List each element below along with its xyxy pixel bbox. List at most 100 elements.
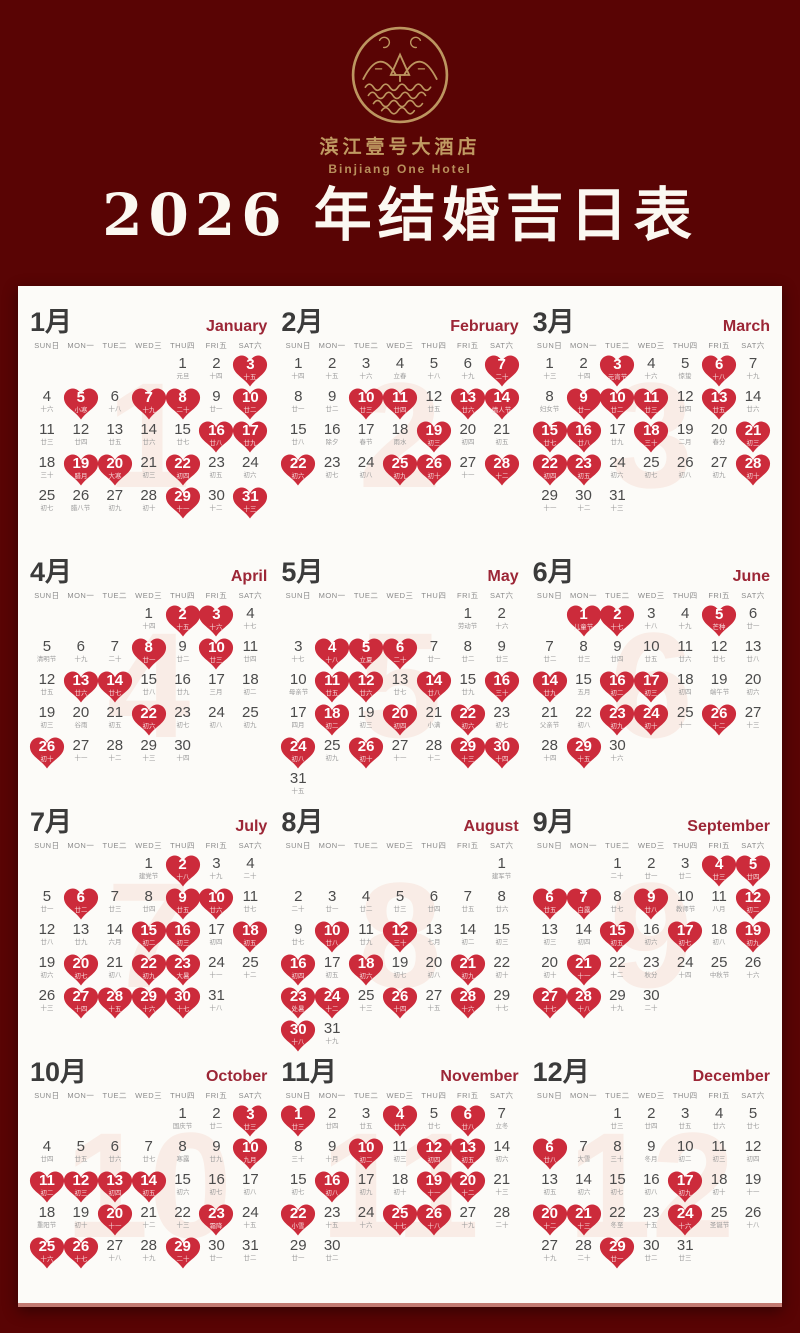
day-cell: 30 廿二 [634,1236,668,1269]
auspicious-day-cell: 2 十八 [165,854,200,887]
auspicious-day-cell: 24 初八 [281,736,316,769]
month-header: 12月 December [533,1050,770,1086]
auspicious-day-cell: 5 芒种 [702,604,737,637]
day-cell: 3 十七 [281,637,315,670]
day-number: 6 [545,1139,554,1156]
day-cell: 23 十五 [634,1203,668,1236]
day-number: 10 [242,1139,259,1156]
day-cell: 19 初三 [349,703,383,736]
auspicious-day-cell: 16 初八 [315,1170,350,1203]
month-header: 3月 March [533,300,770,336]
lunar-label: 廿八 [142,689,156,696]
day-number: 24 [676,954,694,971]
day-cell: 5 清明节 [30,637,64,670]
auspicious-day-cell: 25 十七 [382,1203,418,1236]
auspicious-day-cell: 16 廿八 [566,420,601,453]
month-april: 4 4月 April SUN日 MON一 TUE二 WED三 THU四 FRI五 SAT六 1 十四 2… [29,550,267,800]
lunar-label: 廿六 [712,1123,726,1130]
lunar-label: 初四 [291,973,305,980]
day-cell: 11 初三 [383,1137,417,1170]
lunar-label: 十五 [243,374,257,381]
month-name-en: October [205,1067,268,1085]
day-number: 2 [613,606,622,623]
heart-icon [416,1171,451,1202]
day-cell: 12 廿八 [30,920,64,953]
day-cell: 17 初五 [315,953,349,986]
day-cell: 4 廿二 [349,887,383,920]
lunar-label: 立夏 [359,657,373,664]
lunar-label: 廿二 [74,907,88,914]
day-number: 20 [106,455,124,472]
heart-icon [165,921,200,952]
lunar-label: 十五 [108,1006,122,1013]
day-cell: 4 廿六 [702,1104,736,1137]
day-cell: 20 初六 [736,670,770,703]
auspicious-day-cell: 14 廿七 [97,670,132,703]
day-number: 6 [545,889,554,906]
day-cell: 21 十二 [132,1203,166,1236]
heart-icon [600,921,635,952]
weekday-label: TUE二 [353,341,379,350]
lunar-label: 廿九 [543,690,557,697]
lunar-label: 初八 [577,722,590,729]
lunar-label: 十五 [291,788,305,795]
days-grid: 1 廿三 2 廿四 3 廿五 4 廿六 5 廿七 6 廿八 7 大雪 8 三十 9 冬月 10 初二 11 初三 12 初四 1… [532,1104,770,1269]
day-cell: 18 初八 [702,920,736,953]
auspicious-day-cell: 21 十一 [566,953,601,986]
day-cell: 9 廿三 [485,637,519,670]
day-number: 26 [38,987,56,1004]
weekday-row: SUN日 MON一 TUE二 WED三 THU四 FRI五 SAT六 [30,1090,267,1101]
day-number: 15 [174,421,191,438]
heart-icon [735,421,771,452]
day-cell: 7 立冬 [485,1104,519,1137]
weekday-label: MON一 [318,591,346,600]
day-number: 9 [212,1138,221,1155]
day-cell: 29 十三 [132,736,166,769]
lunar-label: 十九 [325,1038,339,1045]
auspicious-day-cell: 23 大暑 [165,953,200,986]
day-number: 20 [72,704,90,721]
heart-icon [131,921,166,952]
day-number: 23 [642,954,660,971]
day-number: 16 [323,1172,341,1189]
day-cell: 1 建军节 [485,854,519,887]
lunar-label: 初四 [461,439,475,446]
month-name-cn: 1月 [30,307,73,337]
day-cell: 31 十三 [600,486,634,519]
day-cell: 19 二月 [668,420,702,453]
month-name-en: May [487,567,519,585]
day-cell: 28 十四 [533,736,567,769]
day-number: 20 [459,421,477,438]
day-number: 15 [289,421,307,438]
lunar-label: 初六 [495,1156,509,1163]
auspicious-day-cell: 30 十七 [165,986,200,1019]
heart-icon [165,888,200,919]
day-number: 4 [395,1106,405,1123]
heart-icon [131,388,166,419]
lunar-label: 初八 [712,939,726,946]
auspicious-day-cell: 4 廿六 [382,1104,418,1137]
weekday-row: SUN日 MON一 TUE二 WED三 THU四 FRI五 SAT六 [281,340,518,351]
day-number: 16 [493,672,511,689]
lunar-label: 廿一 [610,1256,624,1263]
lunar-label: 廿七 [712,656,726,663]
days-grid: 1 廿三 2 廿四 3 廿五 4 廿六 5 廿七 6 廿八 7 立冬 8 三十 9 十月 10 初二 11 初三 12 初四 1… [281,1104,518,1269]
lunar-label: 廿九 [176,689,190,696]
lunar-label: 十一 [461,472,475,479]
day-cell: 27 十八 [98,1236,132,1269]
weekday-label: WED三 [386,1091,414,1100]
day-number: 6 [110,388,119,405]
heart-icon [63,454,98,485]
lunar-label: 初六 [577,1189,590,1196]
lunar-label: 初七 [678,940,692,947]
day-cell: 19 初三 [30,703,64,736]
lunar-label: 初六 [610,472,624,479]
day-number: 7 [463,888,472,905]
heart-icon [566,954,601,985]
day-number: 4 [246,855,255,872]
day-number: 7 [497,1105,506,1122]
month-name-en: February [450,317,519,335]
lunar-label: 十三 [176,1222,190,1229]
weekday-label: SUN日 [285,341,311,350]
lunar-label: 二十 [495,374,509,381]
